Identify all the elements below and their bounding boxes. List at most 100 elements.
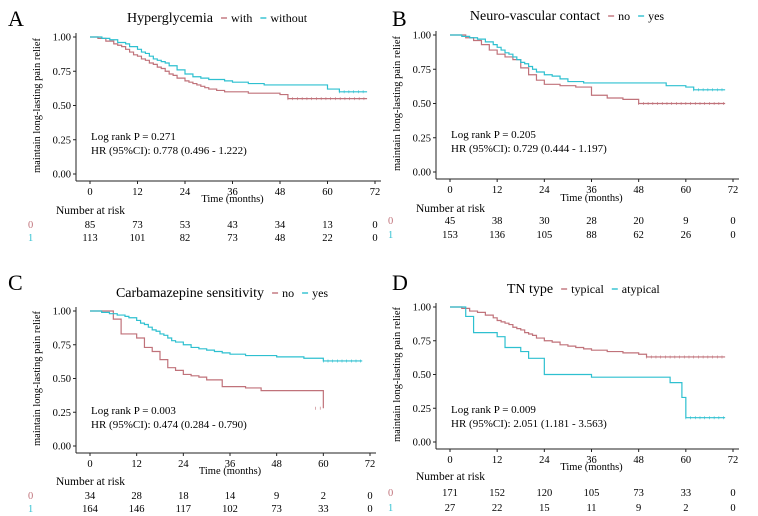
x-tick-label: 24 [539, 185, 550, 196]
risk-count: 136 [489, 230, 505, 241]
km-panel-d: D TN type typical atypical 0.00 0.25 0.50 0.75 1… [388, 270, 739, 514]
x-tick-label: 12 [132, 187, 143, 198]
km-curve-1 [90, 310, 363, 362]
x-tick-label: 36 [227, 187, 238, 198]
risk-count: 18 [178, 491, 189, 502]
risk-count: 15 [539, 503, 550, 514]
risk-count: 33 [681, 488, 692, 499]
risk-count: 33 [318, 504, 329, 515]
y-tick-label: 0.50 [53, 374, 71, 385]
risk-count: 53 [180, 220, 191, 231]
risk-count: 9 [683, 216, 688, 227]
risk-count: 48 [275, 233, 286, 244]
y-tick-label: 1.00 [413, 31, 431, 42]
x-tick-label: 12 [131, 459, 142, 470]
stat-annotation: HR (95%CI): 2.051 (1.181 - 3.563) [451, 418, 607, 430]
x-tick-label: 0 [87, 459, 92, 470]
risk-count: 30 [539, 216, 550, 227]
y-tick-label: 0.25 [53, 408, 71, 419]
y-axis-label: maintain long-lasting pain relief [392, 36, 403, 172]
risk-table-header: Number at risk [56, 476, 125, 488]
risk-group-label: 0 [388, 216, 393, 227]
risk-count: 26 [681, 230, 692, 241]
x-tick-label: 12 [492, 185, 503, 196]
x-tick-label: 36 [586, 185, 597, 196]
risk-count: 85 [85, 220, 96, 231]
x-axis-label: Time (months) [560, 193, 623, 204]
y-tick-label: 0.25 [413, 404, 431, 415]
legend-label: with [231, 11, 252, 25]
chart-title: TN type [507, 282, 553, 297]
x-tick-label: 48 [275, 187, 286, 198]
stat-annotation: Log rank P = 0.009 [451, 404, 536, 416]
panel-letter: A [8, 6, 24, 31]
km-curve-1 [90, 36, 368, 93]
legend-label: no [618, 9, 630, 23]
y-tick-label: 0.50 [413, 99, 431, 110]
risk-count: 9 [274, 491, 279, 502]
y-tick-label: 0.25 [413, 133, 431, 144]
risk-count: 38 [492, 216, 503, 227]
km-curve-1 [450, 34, 726, 91]
y-axis-label: maintain long-lasting pain relief [32, 311, 43, 447]
x-axis-label: Time (months) [201, 194, 264, 205]
risk-count: 73 [227, 233, 238, 244]
y-tick-label: 0.75 [413, 336, 431, 347]
risk-group-label: 0 [28, 220, 33, 231]
km-curve-0 [450, 306, 726, 358]
stat-annotation: Log rank P = 0.205 [451, 129, 536, 141]
y-tick-label: 0.25 [53, 135, 71, 146]
risk-count: 13 [322, 220, 333, 231]
risk-group-label: 1 [388, 230, 393, 241]
risk-count: 62 [633, 230, 644, 241]
y-tick-label: 1.00 [53, 33, 71, 44]
x-tick-label: 72 [365, 459, 376, 470]
legend-label: no [282, 286, 294, 300]
y-tick-label: 0.00 [53, 442, 71, 453]
y-tick-label: 0.00 [413, 438, 431, 449]
risk-count: 152 [489, 488, 505, 499]
panel-letter: D [392, 270, 408, 295]
risk-count: 28 [586, 216, 597, 227]
legend-label: yes [648, 9, 664, 23]
risk-count: 120 [536, 488, 552, 499]
risk-count: 171 [442, 488, 458, 499]
risk-count: 9 [636, 503, 641, 514]
risk-count: 34 [275, 220, 286, 231]
x-tick-label: 0 [87, 187, 92, 198]
x-tick-label: 72 [728, 185, 739, 196]
risk-group-label: 1 [28, 233, 33, 244]
risk-group-label: 0 [388, 488, 393, 499]
risk-group-label: 1 [388, 503, 393, 514]
chart-title: Hyperglycemia [127, 11, 214, 26]
risk-count: 105 [536, 230, 552, 241]
y-tick-label: 1.00 [53, 307, 71, 318]
risk-count: 43 [227, 220, 238, 231]
y-tick-label: 0.50 [53, 101, 71, 112]
risk-group-label: 0 [28, 491, 33, 502]
x-tick-label: 60 [681, 455, 692, 466]
x-axis-label: Time (months) [560, 462, 623, 473]
risk-group-label: 1 [28, 504, 33, 515]
risk-count: 2 [321, 491, 326, 502]
x-tick-label: 48 [633, 185, 644, 196]
y-tick-label: 1.00 [413, 303, 431, 314]
km-panel-c: C Carbamazepine sensitivity no yes 0.00 0.25 0… [8, 270, 376, 515]
risk-count: 0 [730, 488, 735, 499]
x-tick-label: 24 [178, 459, 189, 470]
risk-count: 105 [584, 488, 600, 499]
legend-label: typical [571, 282, 604, 296]
risk-count: 22 [492, 503, 503, 514]
risk-count: 45 [445, 216, 456, 227]
y-tick-label: 0.75 [53, 340, 71, 351]
risk-count: 27 [445, 503, 456, 514]
risk-table-header: Number at risk [416, 471, 485, 483]
risk-count: 14 [225, 491, 236, 502]
x-tick-label: 72 [370, 187, 381, 198]
risk-count: 20 [633, 216, 644, 227]
x-tick-label: 0 [447, 185, 452, 196]
risk-count: 0 [372, 233, 377, 244]
legend-label: without [270, 11, 307, 25]
panel-letter: C [8, 270, 23, 295]
